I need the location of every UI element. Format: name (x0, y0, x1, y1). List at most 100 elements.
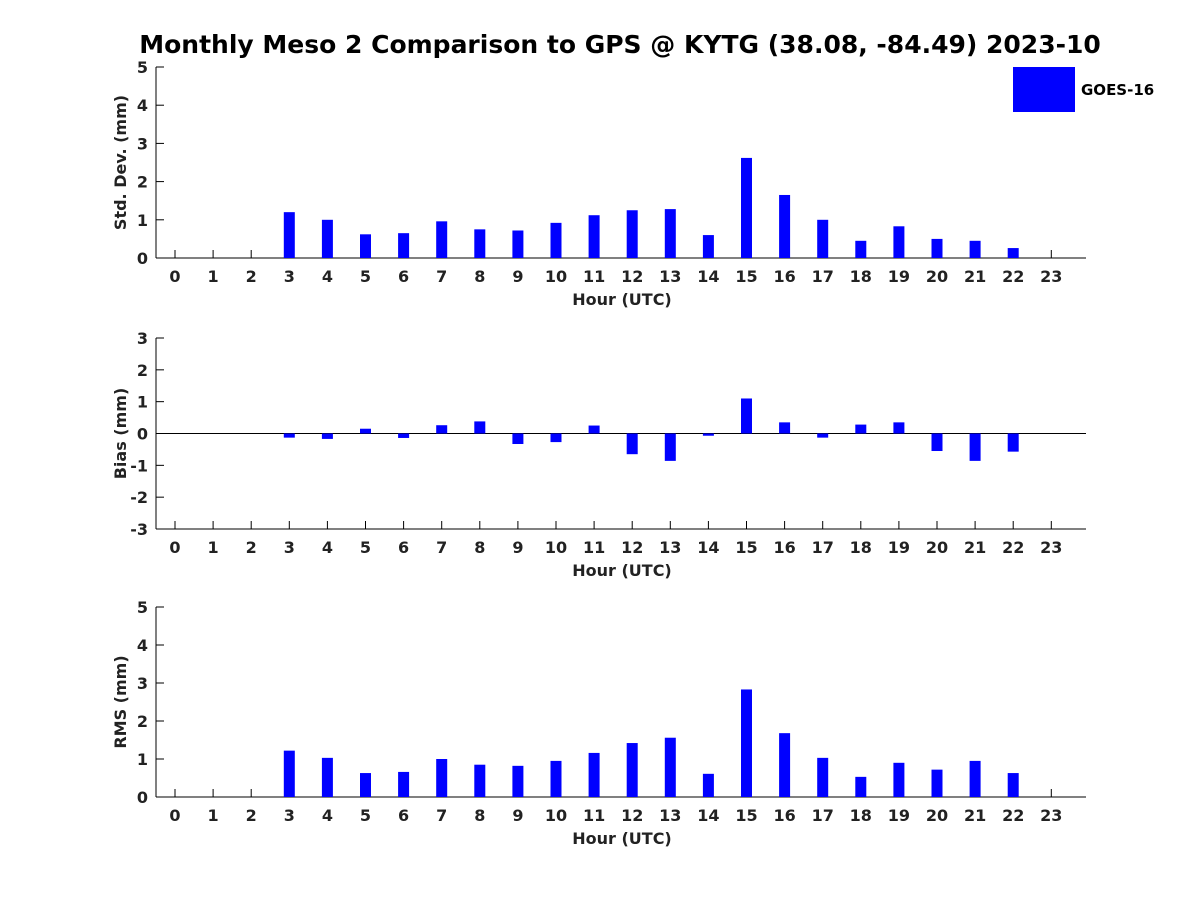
bar (779, 422, 791, 434)
x-tick-label: 4 (322, 806, 333, 825)
x-tick-label: 10 (545, 538, 567, 557)
y-tick-label: -2 (130, 488, 148, 507)
legend: GOES-16 (1013, 67, 1154, 112)
x-tick-label: 19 (888, 267, 910, 286)
bar (626, 433, 638, 455)
y-tick-label: -3 (130, 520, 148, 539)
x-tick-label: 16 (773, 806, 795, 825)
x-tick-label: 10 (545, 806, 567, 825)
bar (398, 233, 410, 258)
x-tick-label: 9 (512, 806, 523, 825)
bar (931, 769, 943, 797)
x-tick-label: 2 (246, 267, 257, 286)
bar (893, 762, 905, 797)
y-tick-label: 3 (137, 674, 148, 693)
x-tick-label: 17 (812, 267, 834, 286)
bar (779, 733, 791, 797)
bar (512, 433, 524, 445)
x-tick-label: 6 (398, 538, 409, 557)
bar (283, 750, 295, 797)
x-axis-label: Hour (UTC) (572, 829, 672, 848)
x-tick-label: 5 (360, 267, 371, 286)
x-tick-label: 12 (621, 806, 643, 825)
y-tick-label: 3 (137, 134, 148, 153)
x-tick-label: 20 (926, 538, 948, 557)
bar (512, 765, 524, 797)
bar (283, 212, 295, 258)
bar (931, 433, 943, 452)
y-tick-label: 3 (137, 329, 148, 348)
x-tick-label: 23 (1040, 538, 1062, 557)
y-tick-label: 5 (137, 58, 148, 77)
y-tick-label: 1 (137, 750, 148, 769)
x-tick-label: 0 (169, 806, 180, 825)
bar (664, 209, 676, 258)
x-tick-label: 20 (926, 267, 948, 286)
x-tick-label: 3 (284, 538, 295, 557)
bar (360, 234, 371, 258)
x-tick-label: 20 (926, 806, 948, 825)
x-tick-label: 14 (697, 267, 719, 286)
bar (512, 230, 524, 258)
x-tick-label: 5 (360, 538, 371, 557)
x-tick-label: 12 (621, 538, 643, 557)
bar (550, 760, 562, 797)
x-tick-label: 18 (850, 806, 872, 825)
y-tick-label: 2 (137, 361, 148, 380)
bar (702, 433, 714, 436)
bar (741, 689, 752, 797)
x-tick-label: 15 (735, 538, 757, 557)
bar (550, 433, 562, 443)
y-tick-label: 1 (137, 211, 148, 230)
x-tick-label: 5 (360, 806, 371, 825)
bar (893, 422, 905, 434)
bar (1007, 773, 1019, 797)
x-tick-label: 13 (659, 806, 681, 825)
x-tick-label: 18 (850, 267, 872, 286)
bar (474, 764, 486, 797)
x-tick-label: 9 (512, 538, 523, 557)
x-tick-label: 7 (436, 538, 447, 557)
x-tick-label: 0 (169, 538, 180, 557)
bar (702, 235, 714, 258)
y-tick-label: 0 (137, 788, 148, 807)
x-tick-label: 0 (169, 267, 180, 286)
y-tick-label: 0 (137, 425, 148, 444)
bar (283, 433, 295, 438)
bar (436, 221, 448, 258)
x-tick-label: 11 (583, 538, 605, 557)
x-tick-label: 22 (1002, 806, 1024, 825)
x-tick-label: 19 (888, 538, 910, 557)
x-tick-label: 23 (1040, 267, 1062, 286)
bar (817, 219, 829, 258)
legend-swatch (1013, 67, 1075, 112)
y-tick-label: 4 (137, 96, 148, 115)
x-tick-label: 2 (246, 538, 257, 557)
bar (817, 433, 829, 438)
x-tick-label: 1 (208, 806, 219, 825)
bar (321, 433, 333, 439)
y-tick-label: 2 (137, 173, 148, 192)
x-tick-label: 1 (208, 538, 219, 557)
x-tick-label: 21 (964, 538, 986, 557)
x-tick-label: 16 (773, 538, 795, 557)
x-tick-label: 7 (436, 267, 447, 286)
bar (969, 760, 981, 797)
bar (360, 428, 371, 434)
bar (321, 757, 333, 797)
x-tick-label: 15 (735, 267, 757, 286)
x-tick-label: 10 (545, 267, 567, 286)
chart-title: Monthly Meso 2 Comparison to GPS @ KYTG … (139, 30, 1101, 59)
x-tick-label: 17 (812, 538, 834, 557)
bar (398, 771, 410, 797)
x-tick-label: 2 (246, 806, 257, 825)
bar (741, 157, 752, 258)
bar (436, 425, 448, 434)
x-tick-label: 4 (322, 267, 333, 286)
bar (398, 433, 410, 438)
legend-label: GOES-16 (1081, 81, 1154, 99)
bar (1007, 433, 1019, 452)
x-tick-label: 8 (474, 806, 485, 825)
